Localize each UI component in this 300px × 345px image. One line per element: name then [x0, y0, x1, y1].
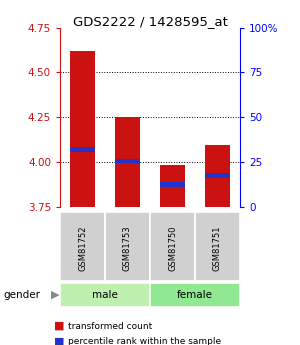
Text: GSM81751: GSM81751	[213, 225, 222, 271]
Text: transformed count: transformed count	[68, 322, 152, 331]
Text: GSM81753: GSM81753	[123, 225, 132, 271]
Bar	[160, 165, 185, 207]
Bar	[195, 212, 240, 281]
Text: ▶: ▶	[51, 290, 60, 300]
Bar	[205, 174, 230, 178]
Bar	[205, 145, 230, 207]
Text: male: male	[92, 290, 118, 300]
Bar	[60, 212, 105, 281]
Bar	[115, 117, 140, 207]
Text: percentile rank within the sample: percentile rank within the sample	[68, 337, 220, 345]
Text: GSM81750: GSM81750	[168, 225, 177, 271]
Text: gender: gender	[3, 290, 40, 300]
Text: GSM81752: GSM81752	[78, 225, 87, 271]
Bar	[105, 212, 150, 281]
Bar	[115, 159, 140, 164]
Bar	[160, 182, 185, 187]
Bar	[150, 283, 240, 307]
Bar	[70, 147, 95, 152]
Text: GDS2222 / 1428595_at: GDS2222 / 1428595_at	[73, 16, 227, 29]
Text: ■: ■	[54, 337, 64, 345]
Text: female: female	[177, 290, 213, 300]
Text: ■: ■	[54, 321, 64, 331]
Bar	[70, 51, 95, 207]
Bar	[150, 212, 195, 281]
Bar	[60, 283, 150, 307]
